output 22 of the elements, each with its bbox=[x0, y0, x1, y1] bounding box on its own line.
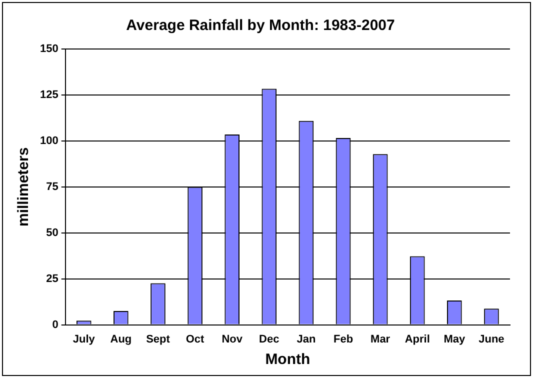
x-axis-title: Month bbox=[265, 351, 310, 368]
y-tick-label: 150 bbox=[40, 43, 58, 56]
y-tick-label: 50 bbox=[46, 226, 58, 239]
x-tick-label: July bbox=[72, 333, 96, 346]
y-tick-label: 100 bbox=[40, 134, 58, 147]
x-tick-label: Aug bbox=[110, 333, 132, 346]
x-tick-label: Nov bbox=[222, 333, 244, 346]
x-tick-label: Oct bbox=[186, 333, 205, 346]
y-tick-label: 0 bbox=[52, 318, 58, 331]
x-tick-label: Feb bbox=[333, 333, 354, 346]
chart-title: Average Rainfall by Month: 1983-2007 bbox=[126, 17, 395, 34]
x-tick-label: Jan bbox=[296, 333, 316, 346]
x-tick-label: June bbox=[478, 333, 504, 346]
x-tick-label: Sept bbox=[146, 333, 170, 346]
y-tick-label: 125 bbox=[40, 89, 58, 101]
y-axis-title: millimeters bbox=[15, 147, 32, 227]
x-tick-label: Dec bbox=[259, 333, 280, 346]
x-tick-label: April bbox=[404, 333, 430, 346]
y-tick-label: 25 bbox=[46, 272, 58, 285]
y-tick-label: 75 bbox=[46, 180, 58, 193]
x-tick-label: May bbox=[444, 333, 466, 346]
x-tick-label: Mar bbox=[370, 333, 391, 346]
